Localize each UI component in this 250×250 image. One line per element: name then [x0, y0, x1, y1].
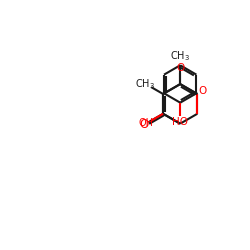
Text: CH$_3$: CH$_3$	[136, 77, 156, 91]
Text: O: O	[176, 63, 184, 73]
Text: HO: HO	[172, 117, 188, 127]
Text: OH: OH	[139, 118, 154, 128]
Text: O: O	[198, 86, 207, 96]
Text: O: O	[139, 118, 148, 132]
Text: CH$_3$: CH$_3$	[170, 49, 190, 63]
